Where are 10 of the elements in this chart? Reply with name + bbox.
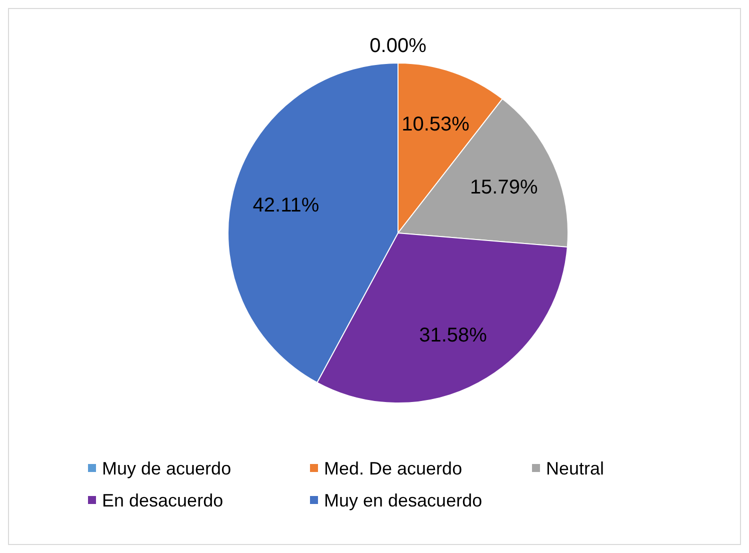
text: 0.00% (370, 35, 426, 57)
legend-label: Muy en desacuerdo (324, 490, 482, 510)
legend-label: Neutral (546, 458, 604, 478)
data-label: 31.58% (419, 324, 488, 347)
data-label: 42.11% (252, 194, 320, 217)
legend-label: Med. De acuerdo (324, 458, 462, 478)
data-label: 10.53% (402, 114, 470, 136)
legend-label: Muy de acuerdo (102, 458, 232, 478)
legend-label: En desacuerdo (102, 490, 224, 510)
data-label: 15.79% (470, 176, 538, 199)
